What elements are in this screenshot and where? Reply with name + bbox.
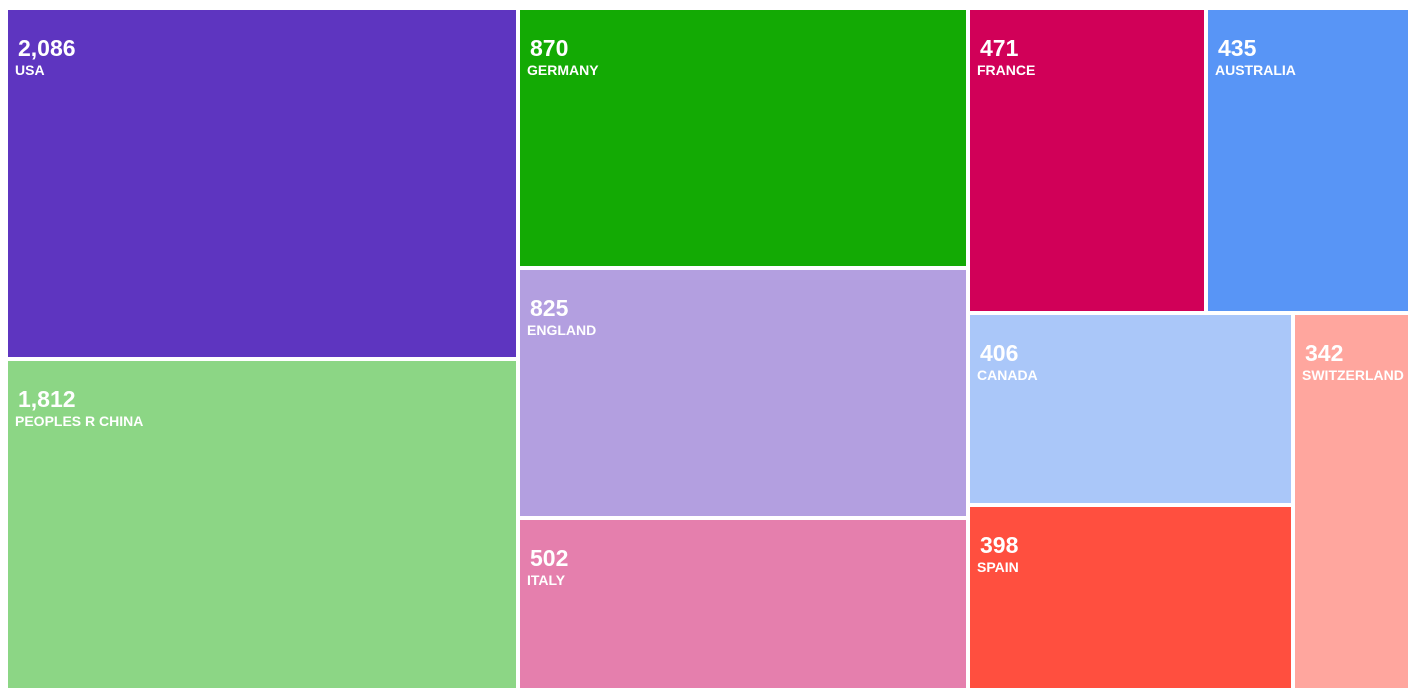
tile-value: 398 bbox=[980, 532, 1019, 558]
tile-label: USA bbox=[15, 62, 45, 78]
treemap-tile-switzerland[interactable]: 342 SWITZERLAND bbox=[1295, 315, 1408, 688]
tile-value: 825 bbox=[530, 295, 569, 321]
tile-label: ENGLAND bbox=[527, 322, 597, 338]
tile-label: SWITZERLAND bbox=[1302, 367, 1404, 383]
treemap-tile-peoples-r-china[interactable]: 1,812 PEOPLES R CHINA bbox=[8, 361, 516, 688]
treemap-tile-usa[interactable]: 2,086 USA bbox=[8, 10, 516, 357]
treemap-tile-italy[interactable]: 502 ITALY bbox=[520, 520, 966, 688]
treemap-tile-france[interactable]: 471 FRANCE bbox=[970, 10, 1204, 311]
tile-value: 502 bbox=[530, 545, 569, 571]
treemap-tile-australia[interactable]: 435 AUSTRALIA bbox=[1208, 10, 1408, 311]
tile-label: FRANCE bbox=[977, 62, 1036, 78]
tile-label: SPAIN bbox=[977, 559, 1019, 575]
tile-value: 1,812 bbox=[18, 386, 76, 412]
tile-value: 435 bbox=[1218, 35, 1257, 61]
tile-value: 870 bbox=[530, 35, 569, 61]
treemap-tile-canada[interactable]: 406 CANADA bbox=[970, 315, 1291, 503]
tile-label: ITALY bbox=[527, 572, 566, 588]
tile-value: 406 bbox=[980, 340, 1019, 366]
treemap-tile-spain[interactable]: 398 SPAIN bbox=[970, 507, 1291, 688]
treemap-tile-england[interactable]: 825 ENGLAND bbox=[520, 270, 966, 516]
tile-value: 471 bbox=[980, 35, 1019, 61]
tile-label: GERMANY bbox=[527, 62, 599, 78]
tile-label: CANADA bbox=[977, 367, 1038, 383]
treemap-tile-germany[interactable]: 870 GERMANY bbox=[520, 10, 966, 266]
tile-value: 342 bbox=[1305, 340, 1344, 366]
tile-label: PEOPLES R CHINA bbox=[15, 413, 144, 429]
tile-label: AUSTRALIA bbox=[1215, 62, 1296, 78]
tile-value: 2,086 bbox=[18, 35, 76, 61]
